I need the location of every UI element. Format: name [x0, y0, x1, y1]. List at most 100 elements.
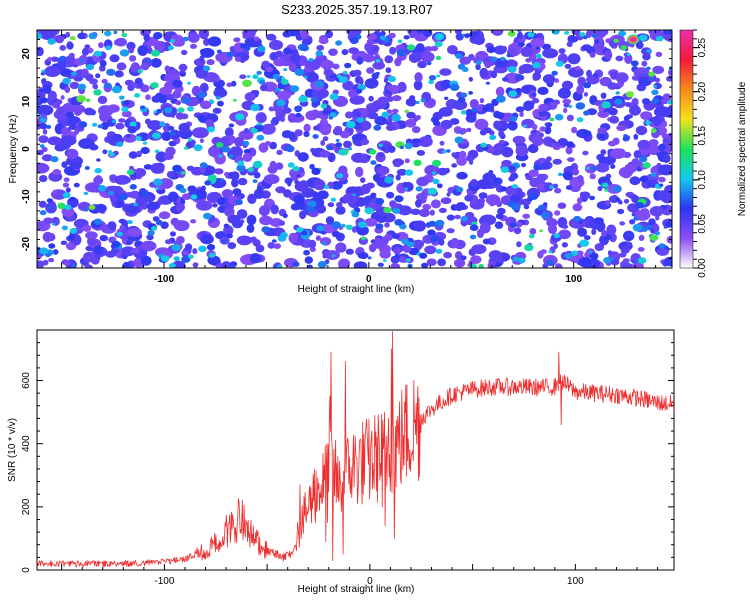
spectrogram-blob — [317, 190, 329, 200]
spectrogram-blob — [179, 113, 189, 120]
spectrogram-blob — [389, 200, 397, 208]
spectrogram-blob — [338, 148, 348, 156]
spectrogram-blob — [256, 134, 265, 141]
spectrogram-blob — [360, 177, 366, 183]
spectrogram-blob — [125, 204, 140, 214]
spectrogram-blob — [93, 218, 103, 225]
spectrogram-blob — [532, 97, 540, 104]
spectrogram-blob — [153, 178, 163, 186]
spectrogram-blob — [411, 239, 425, 249]
spectrogram-blob — [512, 256, 520, 262]
spectrogram-blob — [65, 242, 77, 251]
spectrogram-blob — [476, 179, 493, 190]
spectrogram-blob — [475, 63, 481, 71]
spectrogram-blob — [271, 239, 277, 243]
spectrogram-blob — [163, 153, 174, 160]
spectrogram-blob — [124, 79, 134, 86]
spectrogram-blob — [604, 188, 609, 192]
spectrogram-blob — [615, 197, 621, 202]
spectrogram-blob — [385, 67, 392, 74]
spectrogram-blob — [554, 187, 562, 194]
spectrogram-blob — [546, 259, 554, 266]
spectrogram-blob — [469, 224, 479, 231]
spectrogram-blob — [303, 131, 310, 138]
spectrogram-blob — [584, 130, 592, 137]
snr-x-tick-label: 100 — [567, 576, 584, 587]
spectrogram-blob — [395, 253, 399, 259]
spectrogram-blob — [226, 82, 233, 88]
spectrogram-blob — [190, 43, 197, 49]
spectrogram-blob — [330, 197, 336, 202]
spectrogram-blob — [214, 168, 224, 175]
spectrogram-blob — [460, 92, 468, 98]
spectrogram-blob — [468, 91, 473, 95]
spectrogram-blob — [388, 145, 396, 153]
spectrogram-blob — [191, 127, 209, 139]
spectrogram-blob — [662, 30, 672, 35]
spectrogram-blob — [638, 234, 645, 241]
spectrogram-blob — [219, 178, 225, 182]
spectrogram-blob — [47, 90, 57, 101]
spectrogram-blob — [622, 258, 630, 264]
spectrogram-blob — [202, 65, 211, 72]
spectrogram-blob — [181, 171, 186, 175]
spectrogram-blob — [537, 86, 549, 95]
spectrogram-blob — [609, 148, 627, 159]
spectrogram-blob — [500, 186, 507, 192]
spectrogram-blob — [142, 141, 148, 145]
spectrogram-blob — [475, 60, 482, 65]
spectrogram-blob — [37, 33, 42, 40]
spectrogram-blob — [203, 37, 210, 47]
spectrogram-blob — [73, 129, 79, 135]
spectrogram-blob — [394, 219, 404, 226]
spectrogram-blob — [528, 234, 535, 239]
spectrogram-blob — [261, 123, 276, 135]
spectrogram-blob — [507, 30, 516, 37]
spectrogram-blob — [247, 167, 254, 173]
spectrogram-blob — [70, 161, 82, 170]
spectrogram-blob — [500, 56, 506, 61]
spectrogram-blob — [460, 110, 467, 115]
spectrogram-blob — [327, 152, 336, 163]
spectrogram-blob — [288, 131, 296, 140]
spectrogram-blob — [561, 224, 569, 229]
spectrogram-blob — [215, 95, 221, 100]
spectrogram-blob — [46, 198, 54, 204]
spectrogram-blob — [460, 255, 467, 261]
spectrogram-blob — [172, 164, 183, 173]
spectrogram-blob — [331, 221, 341, 229]
figure-title: S233.2025.357.19.13.R07 — [281, 2, 433, 17]
spectrogram-blob — [665, 221, 672, 228]
spectrogram-blob — [494, 221, 504, 229]
spectrogram-blob — [335, 242, 347, 253]
spectrogram-blob — [246, 223, 255, 233]
spectrogram-blob — [295, 112, 302, 118]
spectrogram-blob — [111, 85, 122, 94]
spectrogram-blob — [62, 182, 70, 188]
spectrogram-blob — [396, 48, 407, 57]
spectrogram-blob — [165, 239, 172, 245]
spectrogram-blob — [518, 42, 525, 47]
spectrogram-blob — [372, 61, 386, 70]
spectrogram-blob — [562, 98, 572, 105]
spectrogram-blob — [610, 164, 616, 169]
spectrogram-blob — [304, 256, 313, 264]
spectrogram-blob — [171, 244, 181, 252]
spectrogram-blob — [320, 118, 328, 126]
spectrogram-blob — [199, 48, 207, 54]
spectrogram-blob — [565, 141, 575, 148]
spectrogram-blob — [88, 32, 98, 40]
spectrogram-blob — [276, 264, 283, 268]
spectrogram-blob — [391, 108, 399, 114]
spectrogram-blob — [207, 174, 217, 182]
spectrogram-blob — [588, 250, 593, 254]
spectrogram-blob — [621, 262, 634, 268]
spectrogram-blob — [280, 76, 285, 80]
spectrogram-peak — [629, 36, 637, 43]
spectrogram-blob — [166, 171, 175, 178]
spectrogram-blob — [609, 115, 620, 124]
spectrogram-blob — [624, 163, 637, 174]
spectrogram-blob — [151, 95, 162, 103]
spectrogram-blob — [238, 130, 254, 140]
spectrogram-blob — [446, 214, 455, 221]
